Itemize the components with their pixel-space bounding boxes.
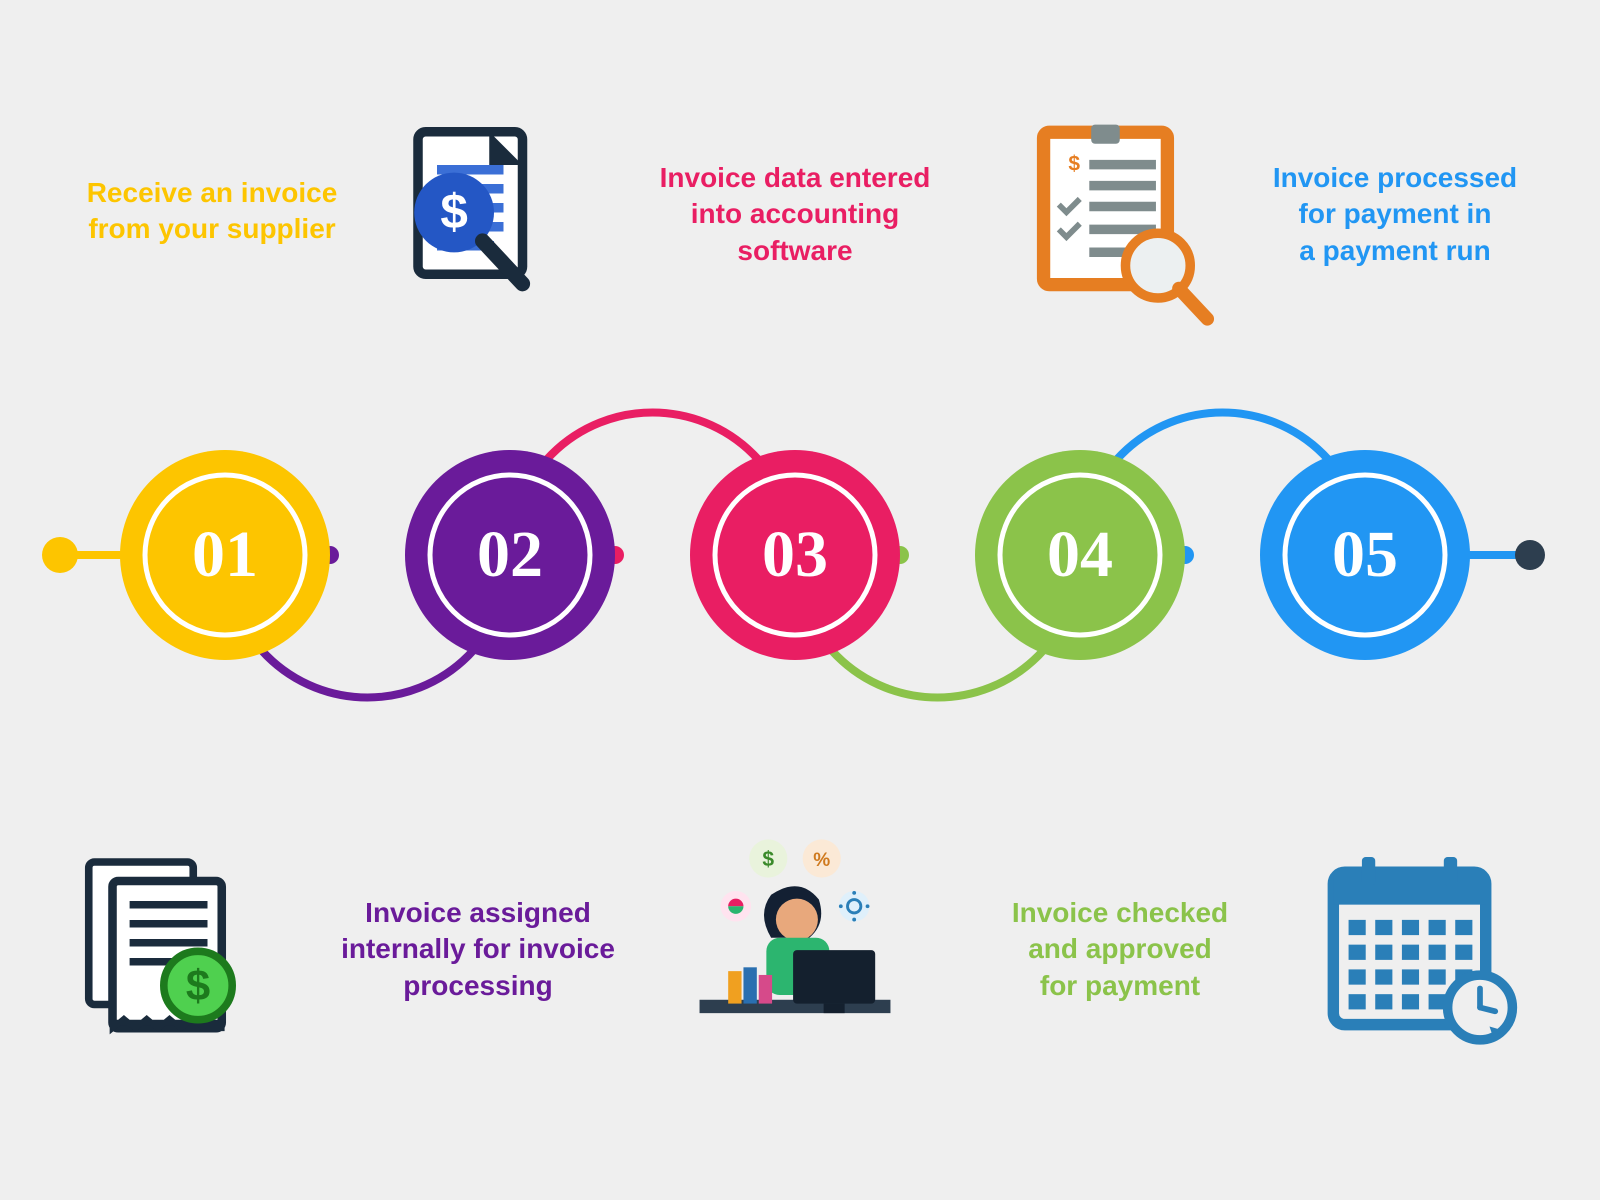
step-02-number: 02: [477, 517, 543, 593]
step-01-label: Receive an invoicefrom your supplier: [42, 175, 382, 248]
svg-text:$: $: [186, 962, 210, 1011]
step-04-number: 04: [1047, 517, 1113, 593]
svg-text:$: $: [440, 185, 467, 240]
svg-text:$: $: [762, 848, 774, 871]
svg-text:$: $: [1068, 152, 1080, 175]
receipt-dollar-icon: $: [65, 853, 255, 1048]
step-01-number: 01: [192, 517, 258, 593]
infographic-canvas: 01 02 03 04 05 Receive an invoicefrom yo…: [0, 0, 1600, 1200]
step-03-number: 03: [762, 517, 828, 593]
checklist-magnifier-icon: $: [1015, 123, 1215, 338]
step-04-label: Invoice checkedand approvedfor payment: [950, 895, 1290, 1004]
step-03-label: Invoice data enteredinto accountingsoftw…: [625, 160, 965, 269]
calendar-clock-icon: [1320, 848, 1520, 1053]
step-05-number: 05: [1332, 517, 1398, 593]
person-at-desk-icon: $ %: [680, 838, 910, 1053]
step-02-label: Invoice assignedinternally for invoicepr…: [308, 895, 648, 1004]
invoice-magnifier-dollar-icon: $: [380, 118, 570, 313]
step-05-label: Invoice processedfor payment ina payment…: [1225, 160, 1565, 269]
svg-text:%: %: [813, 850, 830, 871]
